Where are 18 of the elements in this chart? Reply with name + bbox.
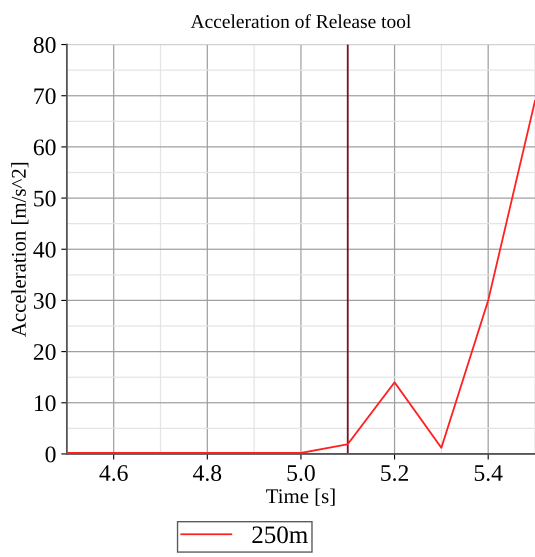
legend-label: 250m [252,526,308,544]
x-tick-label: 4.8 [193,465,222,482]
y-axis-title: Acceleration [m/s^2] [11,162,28,337]
y-tick-label: 20 [34,344,56,360]
x-tick-label: 4.6 [99,465,128,482]
y-tick-label: 10 [34,395,56,412]
y-tick-label: 0 [46,446,56,462]
x-tick-label: 5.0 [288,465,315,482]
y-tick-label: 30 [34,292,56,309]
y-tick-label: 60 [34,139,56,156]
x-axis-title: Time [s] [266,488,335,506]
y-tick-label: 40 [33,242,56,258]
chart-title: Acceleration of Release tool [190,14,411,28]
y-tick-label: 70 [34,88,56,104]
x-tick-label: 5.2 [381,465,408,482]
x-tick-label: 5.4 [474,465,503,482]
y-tick-label: 50 [34,190,56,207]
y-tick-label: 80 [34,37,56,53]
